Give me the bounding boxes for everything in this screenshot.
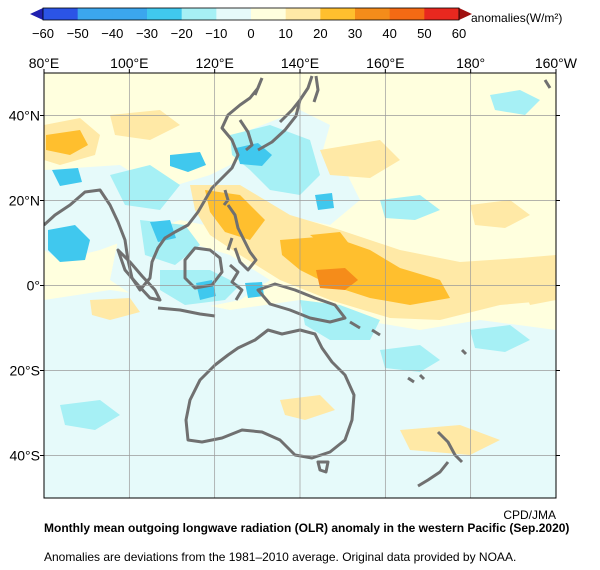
caption-title: Monthly mean outgoing longwave radiation…	[44, 521, 570, 535]
colorbar-tick-label: 50	[417, 26, 431, 41]
longitude-label: 160°E	[366, 55, 404, 71]
positive-strong-region	[316, 268, 358, 290]
positive-moderate-region	[46, 130, 450, 305]
longitude-label: 80°E	[29, 55, 60, 71]
colorbar: −60 −50 −40 −30 −20 −10 0 10 20 30 40 50 60 anomalie…	[30, 7, 562, 41]
colorbar-tick-label: −60	[32, 26, 54, 41]
colorbar-tick-label: 60	[452, 26, 466, 41]
longitude-label: 120°E	[196, 55, 234, 71]
colorbar-tick-label: 40	[382, 26, 396, 41]
latitude-labels: 40°N 20°N 0° 20°S 40°S	[9, 108, 560, 464]
colorbar-bin	[389, 8, 425, 20]
colorbar-bin	[424, 8, 460, 20]
colorbar-bin	[320, 8, 356, 20]
longitude-label: 140°E	[281, 55, 319, 71]
colorbar-tick-label: −30	[136, 26, 158, 41]
colorbar-bin	[77, 8, 113, 20]
colorbar-bin	[216, 8, 252, 20]
longitude-label: 160°W	[535, 55, 578, 71]
latitude-label: 20°N	[9, 193, 40, 209]
latitude-label: 20°S	[9, 363, 40, 379]
coastline-sulawesi	[229, 263, 244, 301]
coastline-pacific-islands	[349, 79, 552, 384]
colorbar-tick-label: 20	[313, 26, 327, 41]
colorbar-bin	[355, 8, 391, 20]
colorbar-bins	[43, 8, 460, 20]
olr-anomaly-map: 80°E 100°E 120°E 140°E 160°E 180° 160°W 40°N 20…	[9, 55, 578, 499]
colorbar-bin	[285, 8, 321, 20]
coastline-japan	[257, 75, 314, 152]
coastline-korea	[238, 119, 254, 152]
colorbar-bin	[147, 8, 183, 20]
colorbar-tick-label: 10	[278, 26, 292, 41]
colorbar-bin	[112, 8, 148, 20]
longitude-label: 100°E	[110, 55, 148, 71]
coastline-java	[157, 306, 216, 318]
colorbar-tick-labels: −60 −50 −40 −30 −20 −10 0 10 20 30 40 50 60	[32, 26, 466, 41]
longitude-label: 180°	[456, 55, 485, 71]
anomaly-field	[44, 90, 556, 498]
colorbar-tick-label: −10	[205, 26, 227, 41]
credit-label: CPD/JMA	[503, 508, 556, 522]
colorbar-tick-label: −50	[67, 26, 89, 41]
coastline-tasmania	[316, 460, 330, 474]
longitude-labels: 80°E 100°E 120°E 140°E 160°E 180° 160°W	[29, 55, 578, 73]
colorbar-tick-label: −40	[101, 26, 123, 41]
latitude-label: 0°	[27, 278, 40, 294]
latitude-label: 40°N	[9, 108, 40, 124]
colorbar-bin	[251, 8, 287, 20]
coastline-new-zealand	[417, 430, 464, 488]
coastline-australia	[184, 328, 356, 460]
negative-moderate-region	[60, 90, 540, 430]
coastline-new-guinea	[256, 282, 347, 324]
coastline-sakhalin	[312, 75, 320, 103]
colorbar-bin	[43, 8, 79, 20]
latitude-label: 40°S	[9, 448, 40, 464]
colorbar-under-arrow	[30, 8, 43, 20]
caption-note: Anomalies are deviations from the 1981–2…	[44, 550, 517, 564]
colorbar-bin	[181, 8, 217, 20]
colorbar-unit-label: anomalies(W/m²)	[471, 11, 562, 25]
colorbar-tick-label: 0	[247, 26, 254, 41]
coastline-taiwan	[222, 189, 230, 206]
coastline-philippines	[226, 204, 258, 272]
colorbar-over-arrow	[459, 8, 472, 20]
negative-strong-region	[48, 143, 334, 300]
coastline-borneo	[183, 246, 224, 290]
colorbar-tick-label: −20	[171, 26, 193, 41]
coastline-asia	[44, 77, 264, 292]
colorbar-tick-label: 30	[348, 26, 362, 41]
colorbar-frame	[42, 7, 460, 21]
